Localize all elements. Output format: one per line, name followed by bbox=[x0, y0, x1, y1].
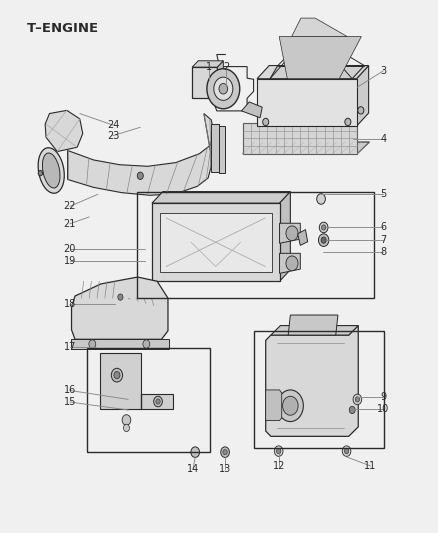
Text: 11: 11 bbox=[364, 461, 377, 471]
Polygon shape bbox=[241, 102, 262, 118]
Polygon shape bbox=[243, 142, 370, 154]
Circle shape bbox=[283, 396, 298, 415]
Circle shape bbox=[156, 399, 160, 404]
Circle shape bbox=[191, 447, 200, 457]
Circle shape bbox=[358, 107, 364, 114]
Text: 9: 9 bbox=[380, 392, 386, 402]
Text: 2: 2 bbox=[223, 62, 229, 71]
Text: 16: 16 bbox=[64, 385, 76, 395]
Text: 20: 20 bbox=[64, 244, 76, 254]
Polygon shape bbox=[357, 66, 369, 126]
Circle shape bbox=[286, 226, 298, 241]
Text: 7: 7 bbox=[380, 235, 386, 245]
Polygon shape bbox=[192, 61, 223, 67]
Circle shape bbox=[263, 118, 269, 126]
Polygon shape bbox=[217, 61, 223, 98]
Text: T–ENGINE: T–ENGINE bbox=[27, 22, 99, 35]
Circle shape bbox=[114, 372, 120, 379]
Circle shape bbox=[111, 368, 123, 382]
Circle shape bbox=[274, 446, 283, 456]
Bar bbox=[254, 332, 384, 448]
Polygon shape bbox=[45, 110, 83, 151]
Polygon shape bbox=[266, 326, 358, 437]
Polygon shape bbox=[243, 123, 357, 154]
Circle shape bbox=[355, 397, 360, 402]
Polygon shape bbox=[271, 326, 358, 335]
Polygon shape bbox=[152, 191, 290, 203]
Polygon shape bbox=[266, 390, 282, 421]
Polygon shape bbox=[288, 315, 338, 335]
Polygon shape bbox=[100, 353, 173, 409]
Circle shape bbox=[223, 449, 227, 455]
Text: 13: 13 bbox=[219, 464, 231, 474]
Text: 17: 17 bbox=[64, 342, 76, 352]
Circle shape bbox=[321, 237, 326, 243]
Circle shape bbox=[38, 171, 42, 176]
Ellipse shape bbox=[38, 148, 64, 193]
Polygon shape bbox=[279, 37, 361, 79]
Circle shape bbox=[214, 77, 233, 100]
Circle shape bbox=[344, 448, 349, 454]
Circle shape bbox=[154, 396, 162, 407]
Polygon shape bbox=[270, 66, 364, 79]
Polygon shape bbox=[279, 253, 300, 273]
Polygon shape bbox=[279, 191, 290, 281]
Circle shape bbox=[118, 294, 123, 300]
Text: 23: 23 bbox=[107, 131, 119, 141]
Circle shape bbox=[317, 193, 325, 204]
Bar bbox=[87, 348, 210, 452]
Circle shape bbox=[321, 225, 326, 230]
Circle shape bbox=[137, 172, 143, 180]
Text: 10: 10 bbox=[377, 405, 389, 415]
Circle shape bbox=[353, 394, 362, 405]
Circle shape bbox=[89, 340, 96, 348]
Circle shape bbox=[122, 415, 131, 425]
Text: 15: 15 bbox=[64, 397, 76, 407]
Text: 6: 6 bbox=[380, 222, 386, 232]
Circle shape bbox=[342, 446, 351, 456]
Circle shape bbox=[221, 447, 230, 457]
Polygon shape bbox=[211, 124, 219, 172]
Text: 21: 21 bbox=[64, 219, 76, 229]
Polygon shape bbox=[257, 79, 357, 126]
Text: 1: 1 bbox=[205, 62, 212, 71]
Polygon shape bbox=[67, 114, 214, 195]
Polygon shape bbox=[279, 223, 300, 243]
Circle shape bbox=[349, 406, 355, 414]
Circle shape bbox=[143, 340, 150, 348]
Ellipse shape bbox=[42, 153, 60, 188]
Polygon shape bbox=[71, 340, 169, 349]
Circle shape bbox=[319, 222, 328, 233]
Polygon shape bbox=[160, 213, 272, 272]
Text: 18: 18 bbox=[64, 299, 76, 309]
Text: 5: 5 bbox=[380, 189, 386, 199]
Text: 12: 12 bbox=[272, 461, 285, 471]
Text: 19: 19 bbox=[64, 256, 76, 266]
Text: 4: 4 bbox=[380, 134, 386, 144]
Text: 14: 14 bbox=[187, 464, 199, 474]
Text: 8: 8 bbox=[380, 247, 386, 257]
Circle shape bbox=[219, 84, 228, 94]
Polygon shape bbox=[298, 230, 307, 245]
Circle shape bbox=[318, 234, 329, 246]
Circle shape bbox=[124, 424, 130, 432]
Circle shape bbox=[286, 256, 298, 271]
Bar bbox=[137, 191, 374, 298]
Polygon shape bbox=[257, 66, 369, 79]
Circle shape bbox=[276, 448, 281, 454]
Circle shape bbox=[207, 69, 240, 109]
Polygon shape bbox=[292, 18, 347, 37]
Polygon shape bbox=[219, 126, 225, 173]
Polygon shape bbox=[152, 203, 279, 281]
Circle shape bbox=[277, 390, 304, 422]
Circle shape bbox=[345, 118, 351, 126]
Text: 3: 3 bbox=[380, 66, 386, 76]
Polygon shape bbox=[71, 277, 168, 340]
Text: 22: 22 bbox=[64, 201, 76, 212]
Polygon shape bbox=[192, 67, 217, 98]
Text: 24: 24 bbox=[107, 120, 119, 130]
